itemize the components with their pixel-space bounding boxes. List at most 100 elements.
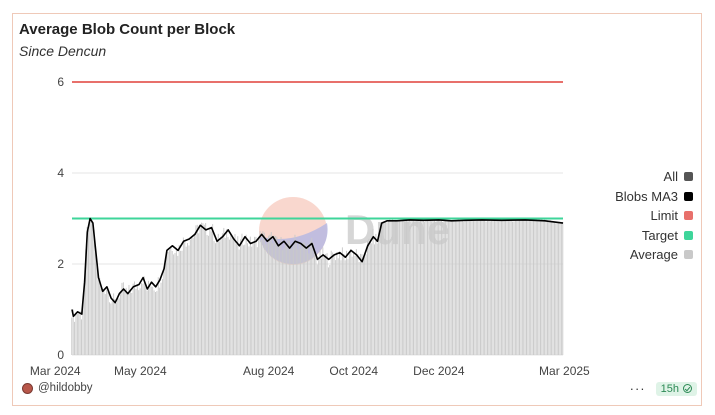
ellipsis-icon[interactable]: ··· [629, 381, 646, 396]
bar [389, 219, 391, 355]
bar [560, 223, 562, 355]
bar [330, 250, 332, 355]
bar [428, 218, 430, 355]
bar [314, 251, 315, 355]
bar-series-average [71, 218, 564, 355]
bar [492, 218, 494, 355]
bar [300, 248, 302, 355]
bar [142, 283, 144, 355]
bar [468, 218, 470, 355]
legend-item-blobs-ma3[interactable]: Blobs MA3 [615, 187, 693, 207]
legend-item-limit[interactable]: Limit [615, 206, 693, 226]
legend-swatch [684, 172, 693, 182]
bar [122, 282, 124, 355]
bar [521, 220, 523, 355]
bar [410, 221, 412, 355]
bar [121, 282, 123, 355]
bar [117, 297, 119, 355]
bar [173, 254, 175, 355]
bar [420, 219, 421, 355]
bar [357, 254, 359, 355]
bar [178, 245, 180, 355]
bar [233, 239, 235, 355]
bar [181, 250, 183, 355]
bar [206, 234, 208, 355]
bar [248, 246, 250, 355]
bar [531, 218, 533, 355]
bar [312, 242, 314, 355]
bar [115, 303, 117, 355]
bar [509, 219, 511, 355]
bar [191, 236, 193, 355]
bar [404, 220, 406, 355]
legend-item-all[interactable]: All [615, 167, 693, 187]
bar [139, 288, 141, 355]
bar [482, 220, 484, 355]
bar [254, 236, 255, 355]
bar [556, 223, 558, 355]
bar [343, 254, 345, 355]
refresh-badge[interactable]: 15h [655, 381, 697, 396]
bar [369, 239, 371, 355]
bar [272, 243, 274, 355]
bar [524, 220, 526, 355]
bar [340, 260, 342, 355]
bar [429, 220, 431, 355]
bar [452, 221, 454, 355]
bar [261, 240, 262, 355]
bar [99, 278, 101, 355]
bar [219, 241, 221, 355]
bar [517, 218, 519, 355]
bar [234, 234, 236, 355]
bar [108, 302, 110, 355]
bar [256, 247, 258, 355]
bar [96, 261, 98, 355]
bar [528, 219, 530, 355]
bar [111, 300, 113, 355]
bar [417, 219, 419, 355]
bar [120, 290, 122, 355]
bar [453, 220, 455, 355]
x-tick-label: Mar 2024 [30, 364, 81, 378]
bar [258, 236, 260, 355]
bar [364, 257, 366, 355]
bar [150, 286, 152, 355]
author[interactable]: @hildobby [22, 382, 93, 394]
bar [485, 221, 487, 355]
bar [546, 220, 548, 355]
bar [371, 243, 373, 355]
bar [308, 253, 310, 355]
bar [505, 219, 507, 355]
bar [92, 223, 94, 355]
legend-item-target[interactable]: Target [615, 226, 693, 246]
bar [71, 317, 73, 355]
bar [535, 219, 537, 355]
bar [337, 258, 339, 355]
bar [170, 246, 172, 355]
bar [223, 227, 225, 355]
bar [425, 218, 427, 355]
bar [252, 243, 254, 355]
bar [513, 221, 515, 355]
bar [432, 220, 434, 355]
bar [506, 220, 508, 355]
bar [247, 243, 248, 355]
bar [297, 249, 299, 355]
bar [499, 220, 501, 355]
bar [466, 221, 467, 355]
bar [473, 221, 474, 355]
bar [187, 243, 189, 355]
bar [323, 256, 325, 355]
bar [530, 218, 532, 355]
bar [290, 246, 292, 355]
bar [443, 221, 445, 355]
bar [406, 219, 408, 355]
legend-item-average[interactable]: Average [615, 245, 693, 265]
bar [291, 248, 293, 355]
legend: All Blobs MA3 Limit Target Average [615, 167, 693, 265]
bar [153, 290, 155, 355]
bar [89, 218, 91, 355]
bar [146, 290, 148, 355]
bar [110, 303, 112, 355]
bar [507, 220, 509, 355]
